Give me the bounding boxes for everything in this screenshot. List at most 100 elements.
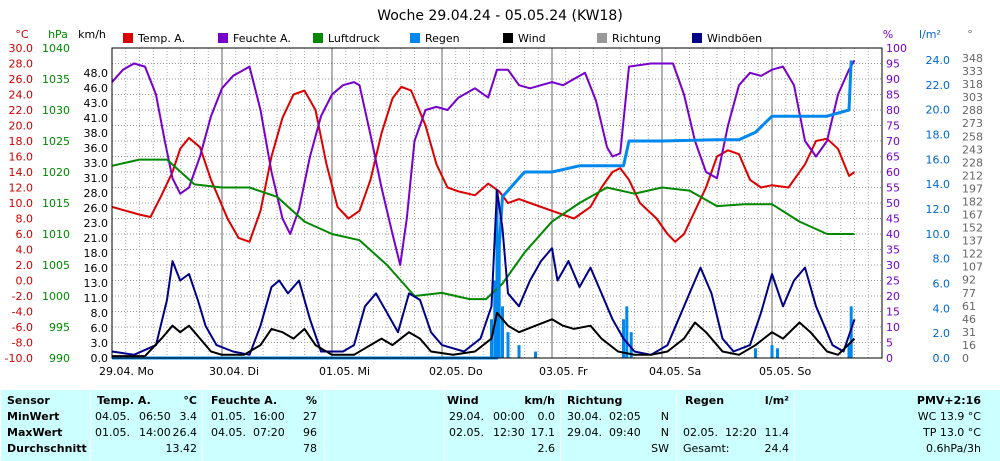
rain-tick-label: 8.0 [933,253,951,266]
header-temp: Temp. A. [97,394,151,407]
legend-label: Luftdruck [328,32,380,45]
series-line-wind [112,311,856,358]
direction-tick-label: 167 [962,209,983,222]
wind-tick-label: 21.0 [84,232,109,245]
wind-avg-value: 2.6 [537,442,556,455]
legend-label: Wind [518,32,546,45]
temp-tick-label: -2.0 [12,290,33,303]
wind-tick-label: 41.0 [84,112,109,125]
humidity-tick-label: 45 [886,213,900,226]
series-line-luftdruck [111,158,855,301]
humidity-axis-unit: % [883,28,893,41]
legend-label: Regen [425,32,460,45]
temp-tick-label: 26.0 [9,73,34,86]
humidity-tick-label: 90 [886,73,900,86]
rain-tick-label: 10.0 [926,228,951,241]
axis-labels: °C hPa km/h% l/m² ° [15,28,972,41]
header-humidity: Feuchte A. [211,394,278,407]
legend-swatch [218,33,228,43]
rain-bar [517,345,521,358]
rain-bar [534,351,537,358]
humidity-tick-label: 30 [886,259,900,272]
chart-legend: Temp. A. Feuchte A. Luftdruck Regen Wind Rich… [123,32,762,45]
wind-axis-unit: km/h [78,28,106,41]
dir-max-value: N [660,426,669,439]
hum-min-value: 27 [303,410,317,423]
humidity-tick-label: 20 [886,290,900,303]
direction-tick-label: 243 [962,143,983,156]
rain-tick-label: 12.0 [926,203,951,216]
rain-total-label: Gesamt: [683,442,730,455]
plot-frame [111,47,883,359]
dir-max-time: 09:40 [609,426,641,439]
wind-tick-label: 23.0 [84,217,109,230]
rain-axis-unit: l/m² [919,28,941,41]
rain-tick-label: 20.0 [926,104,951,117]
wind-tick-label: 13.0 [84,277,109,290]
hum-min-date: 01.05. [211,410,246,423]
dir-max-date: 29.04. [567,426,602,439]
direction-tick-label: 31 [962,326,976,339]
direction-tick-label: 122 [962,248,983,261]
temp-tick-label: 6.0 [16,228,34,241]
humidity-tick-label: 55 [886,182,900,195]
humidity-tick-label: 85 [886,89,900,102]
rain-bar [770,345,774,358]
wind-tick-label: 3.0 [91,337,109,350]
wind-max-value: 17.1 [530,426,556,439]
direction-tick-label: 318 [962,78,983,91]
col-humidity: Feuchte A. % 01.05. 16:00 27 04.05. 07:2… [202,390,325,461]
temp-min-time: 06:50 [139,410,171,423]
wind-tick-label: 38.0 [84,127,109,140]
wind-tick-label: 11.0 [84,292,109,305]
legend-label: Feuchte A. [233,32,291,45]
wind-tick-label: 46.0 [84,82,109,95]
legend-swatch [313,33,323,43]
col-empty [324,390,445,461]
temp-tick-label: 4.0 [16,244,34,257]
pressure-tick-label: 1010 [42,228,70,241]
wind-max-time: 12:30 [493,426,525,439]
temp-tick-label: 14.0 [9,166,34,179]
temp-tick-label: 22.0 [9,104,34,117]
temp-tick-label: 18.0 [9,135,34,148]
direction-tick-label: 137 [962,235,983,248]
temp-tick-label: -10.0 [5,352,33,365]
header-wind-unit: km/h [524,394,555,407]
temp-tick-label: 24.0 [9,89,34,102]
temp-tick-label: -6.0 [12,321,33,334]
header-direction: Richtung [567,394,623,407]
wind-max-date: 02.05. [449,426,484,439]
series-line-regen [112,60,853,360]
wind-tick-label: 31.0 [84,172,109,185]
direction-tick-label: 348 [962,52,983,65]
pressure-tick-label: 1030 [42,104,70,117]
direction-tick-label: 152 [962,222,983,235]
temp-max-date: 01.05. [95,426,130,439]
row-label-min: MinWert [7,410,60,423]
temp-tick-label: 20.0 [9,120,34,133]
temp-tick-label: 30.0 [9,42,34,55]
hum-min-time: 16:00 [253,410,285,423]
temp-tick-label: 28.0 [9,58,34,71]
hum-max-value: 96 [303,426,317,439]
direction-tick-label: 303 [962,91,983,104]
rain-tick-label: 0.0 [933,352,951,365]
wind-tick-label: 6.0 [91,322,109,335]
rain-bar [495,190,499,358]
rain-bar [625,306,629,358]
legend-label: Richtung [612,32,661,45]
wind-tick-label: 36.0 [84,142,109,155]
rain-tick-label: 22.0 [926,79,951,92]
rain-max-time: 12:20 [725,426,757,439]
rain-tick-label: 18.0 [926,129,951,142]
direction-tick-label: 92 [962,274,976,287]
weather-chart: Woche 29.04.24 - 05.05.24 (KW18) Temp. A… [4,8,983,378]
statistics-table: Sensor MinWert MaxWert Durchschnitt Temp… [0,390,1000,461]
header-humidity-unit: % [305,394,317,407]
x-day-label: 05.05. So [759,365,811,378]
temp-tick-label: 10.0 [9,197,34,210]
temp-tick-label: 8.0 [16,213,34,226]
col-direction: Richtung 30.04. 02:05 N 29.04. 09:40 N S… [560,390,677,461]
temp-tick-label: 0.0 [16,275,34,288]
